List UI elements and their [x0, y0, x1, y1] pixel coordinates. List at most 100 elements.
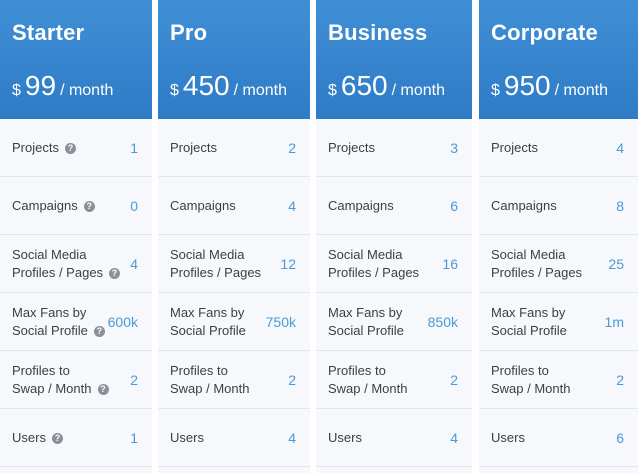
feature-row: Profiles to Swap / Month 2	[158, 351, 310, 409]
feature-label: Projects	[170, 139, 217, 157]
feature-row: Users 6	[479, 409, 638, 467]
feature-label-text: Users	[170, 429, 204, 445]
feature-value: 16	[442, 255, 458, 272]
feature-value: 4	[288, 429, 296, 446]
feature-value: 12	[280, 255, 296, 272]
feature-label: Users	[328, 429, 362, 447]
feature-row: Social Media Profiles / Pages 25	[479, 235, 638, 293]
plan-column-starter: Starter $ 99 / month Projects ? 1 Campai…	[0, 0, 152, 473]
feature-list: Projects 2 Campaigns 4 Social Media Prof…	[158, 119, 310, 467]
feature-label-text: Projects	[491, 139, 538, 155]
feature-value: 4	[130, 255, 138, 272]
feature-label-text: Projects	[328, 139, 375, 155]
question-circle-icon[interactable]: ?	[97, 383, 109, 395]
feature-label-text: Campaigns	[328, 197, 394, 213]
price-period: / month	[554, 82, 608, 99]
feature-label: Campaigns	[328, 197, 394, 215]
feature-label-text: Users	[12, 429, 46, 445]
feature-label-text: Campaigns	[170, 197, 236, 213]
feature-label-text: Max Fans by Social Profile	[12, 304, 88, 338]
feature-label: Profiles to Swap / Month	[170, 362, 250, 398]
feature-value: 850k	[427, 313, 458, 330]
feature-value: 2	[288, 371, 296, 388]
feature-label: Campaigns	[491, 197, 557, 215]
feature-row: Social Media Profiles / Pages 12	[158, 235, 310, 293]
feature-list: Projects 3 Campaigns 6 Social Media Prof…	[316, 119, 472, 467]
feature-value: 2	[130, 371, 138, 388]
plan-header: Corporate $ 950 / month	[479, 0, 638, 119]
feature-label: Social Media Profiles / Pages	[328, 246, 419, 282]
feature-value: 3	[450, 139, 458, 156]
question-circle-icon[interactable]: ?	[64, 142, 76, 154]
question-circle-icon[interactable]: ?	[51, 432, 63, 444]
feature-label-text: Max Fans by Social Profile	[328, 304, 404, 338]
feature-value: 4	[288, 197, 296, 214]
feature-value: 1m	[604, 313, 624, 330]
feature-label-text: Campaigns	[491, 197, 557, 213]
question-circle-icon[interactable]: ?	[83, 200, 95, 212]
feature-label: Campaigns	[170, 197, 236, 215]
feature-label-text: Max Fans by Social Profile	[491, 304, 567, 338]
feature-label: Projects	[491, 139, 538, 157]
feature-label: Social Media Profiles / Pages	[491, 246, 582, 282]
feature-label-text: Social Media Profiles / Pages	[328, 246, 420, 280]
plan-name: Business	[328, 20, 428, 45]
feature-label: Users ?	[12, 429, 63, 447]
plan-header: Starter $ 99 / month	[0, 0, 152, 119]
plan-header: Pro $ 450 / month	[158, 0, 310, 119]
feature-label-text: Campaigns	[12, 197, 78, 213]
feature-label-text: Profiles to Swap / Month	[170, 362, 250, 396]
question-circle-icon[interactable]: ?	[93, 325, 105, 337]
feature-label: Campaigns ?	[12, 197, 95, 215]
feature-label-text: Social Media Profiles / Pages	[12, 246, 104, 280]
feature-label-text: Profiles to Swap / Month	[328, 362, 408, 396]
feature-label: Max Fans by Social Profile	[170, 304, 246, 340]
feature-label-text: Profiles to Swap / Month	[491, 362, 571, 396]
feature-value: 6	[450, 197, 458, 214]
feature-label: Users	[170, 429, 204, 447]
feature-row: Max Fans by Social Profile 750k	[158, 293, 310, 351]
price-amount: 450	[182, 70, 230, 101]
price-period: / month	[233, 82, 287, 99]
feature-label: Users	[491, 429, 525, 447]
feature-label-text: Projects	[170, 139, 217, 155]
feature-value: 2	[288, 139, 296, 156]
plan-name: Pro	[170, 20, 208, 45]
feature-label-text: Projects	[12, 139, 59, 155]
price-amount: 650	[340, 70, 388, 101]
feature-value: 600k	[107, 313, 138, 330]
price-amount: 99	[24, 70, 57, 101]
plan-name: Starter	[12, 20, 85, 45]
feature-row: Projects ? 1	[0, 119, 152, 177]
plan-price: $ 650 / month	[328, 72, 445, 100]
plan-column-business: Business $ 650 / month Projects 3 Campai…	[316, 0, 472, 473]
feature-label: Max Fans by Social Profile ?	[12, 304, 105, 340]
feature-row: Max Fans by Social Profile 850k	[316, 293, 472, 351]
plan-column-pro: Pro $ 450 / month Projects 2 Campaigns 4…	[158, 0, 310, 473]
feature-value: 2	[616, 371, 624, 388]
feature-row: Projects 3	[316, 119, 472, 177]
feature-row: Campaigns 4	[158, 177, 310, 235]
feature-list: Projects 4 Campaigns 8 Social Media Prof…	[479, 119, 638, 467]
feature-row: Max Fans by Social Profile 1m	[479, 293, 638, 351]
feature-label: Max Fans by Social Profile	[328, 304, 404, 340]
feature-label: Projects	[328, 139, 375, 157]
feature-label: Projects ?	[12, 139, 76, 157]
feature-value: 0	[130, 197, 138, 214]
feature-row: Social Media Profiles / Pages 16	[316, 235, 472, 293]
feature-label: Max Fans by Social Profile	[491, 304, 567, 340]
feature-label-text: Profiles to Swap / Month	[12, 362, 92, 396]
feature-value: 2	[450, 371, 458, 388]
question-circle-icon[interactable]: ?	[109, 267, 121, 279]
feature-label-text: Users	[491, 429, 525, 445]
price-currency: $	[170, 82, 179, 99]
feature-label-text: Social Media Profiles / Pages	[170, 246, 262, 280]
plan-header: Business $ 650 / month	[316, 0, 472, 119]
feature-row: Campaigns 6	[316, 177, 472, 235]
feature-row: Campaigns 8	[479, 177, 638, 235]
feature-label: Social Media Profiles / Pages ?	[12, 246, 121, 282]
feature-value: 1	[130, 139, 138, 156]
feature-row: Campaigns ? 0	[0, 177, 152, 235]
feature-value: 4	[616, 139, 624, 156]
